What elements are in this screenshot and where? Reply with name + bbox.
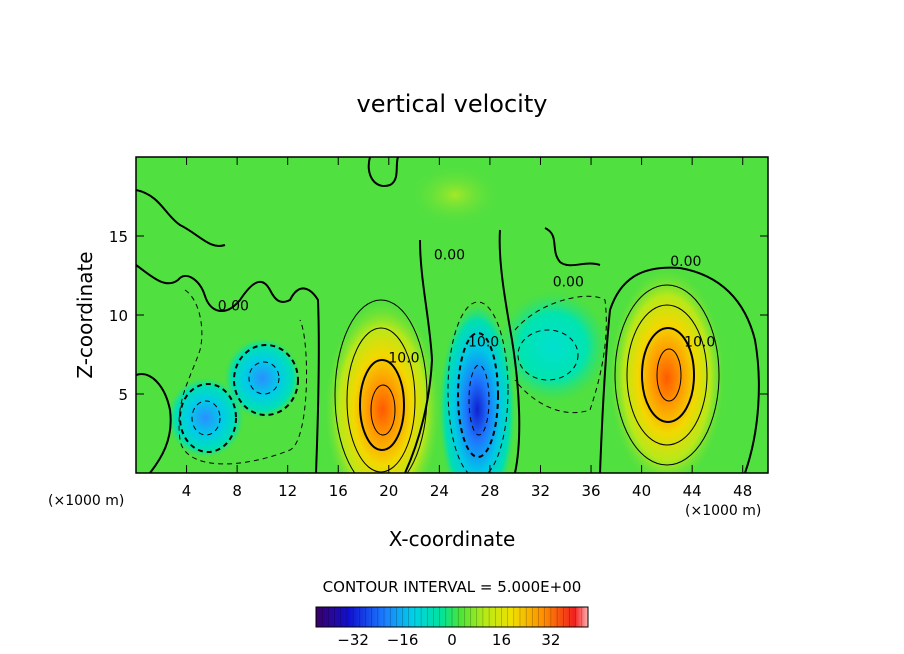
x-tick-label: 20 — [379, 482, 398, 500]
colorbar-tick-label: 16 — [492, 631, 511, 649]
contour-lines — [136, 157, 760, 473]
x-tick-label: 36 — [581, 482, 600, 500]
contour-positive-line — [346, 327, 416, 473]
y-unit-label: (×1000 m) — [48, 493, 124, 509]
contour-negative-line — [514, 295, 607, 414]
x-tick-label: 4 — [182, 482, 192, 500]
x-tick-label: 32 — [531, 482, 550, 500]
colorbar-tick-label: −32 — [337, 631, 369, 649]
chart-title: vertical velocity — [357, 90, 548, 118]
contour-negative-line — [447, 301, 509, 473]
contour-interval-label: CONTOUR INTERVAL = 5.000E+00 — [323, 578, 582, 596]
contour-negative-line — [457, 332, 499, 458]
contour-negative-line — [233, 344, 299, 416]
plot-area: 0.00 0.00 0.00 0.00 10.0 10.0 10.0 — [136, 157, 768, 473]
field-feature-1 — [608, 268, 725, 473]
contour-label: 10.0 — [468, 335, 499, 351]
x-axis-label: X-coordinate — [389, 527, 516, 551]
x-tick-label: 40 — [632, 482, 651, 500]
contour-negative-line — [179, 383, 237, 453]
x-tick-label: 8 — [232, 482, 242, 500]
contour-zero-line — [136, 264, 320, 473]
x-tick-label: 28 — [480, 482, 499, 500]
contour-zero-line — [404, 239, 434, 473]
contour-positive-line — [370, 384, 396, 436]
weak-positive-region — [410, 165, 500, 225]
contour-negative-line — [178, 289, 308, 465]
colorbar-cells — [321, 607, 583, 627]
contour-labels: 0.00 0.00 0.00 0.00 10.0 10.0 10.0 — [218, 248, 716, 367]
contour-negative-line — [248, 361, 280, 395]
field-feature-3 — [224, 338, 301, 419]
colorbar-tick-label: 32 — [541, 631, 560, 649]
y-axis: 5 10 15 — [109, 228, 768, 404]
contour-label: 0.00 — [670, 254, 701, 270]
contour-positive-line — [614, 284, 720, 466]
contour-negative-line — [191, 400, 221, 436]
y-tick-label: 15 — [109, 228, 128, 246]
x-tick-label: 24 — [430, 482, 449, 500]
y-axis-label: Z-coordinate — [73, 251, 97, 378]
colorbar-tick-label: 0 — [447, 631, 457, 649]
contour-label: 0.00 — [553, 275, 584, 291]
y-tick-label: 10 — [109, 307, 128, 325]
contour-label: 10.0 — [388, 350, 419, 366]
x-unit-label: (×1000 m) — [685, 503, 761, 519]
contour-positive-line — [359, 359, 405, 451]
contour-positive-line — [334, 299, 428, 473]
contour-zero-line — [136, 373, 172, 473]
contour-zero-line — [599, 266, 760, 473]
contour-negative-line — [468, 364, 490, 436]
contour-positive-line — [641, 327, 695, 423]
colorbar-ticks: −32 −16 0 16 32 — [337, 631, 560, 649]
contour-label: 0.00 — [434, 248, 465, 264]
contour-positive-line — [626, 304, 708, 446]
field-feature-5 — [498, 291, 609, 402]
contour-label: 10.0 — [684, 335, 715, 351]
colorbar-tick-label: −16 — [387, 631, 419, 649]
contour-zero-line — [367, 157, 399, 187]
x-tick-label: 44 — [683, 482, 702, 500]
x-axis: 4 8 12 16 20 24 28 32 36 40 44 48 — [182, 157, 752, 500]
contour-zero-line — [498, 229, 521, 473]
x-tick-label: 16 — [329, 482, 348, 500]
contour-zero-line — [544, 227, 601, 267]
contour-label: 0.00 — [218, 298, 249, 314]
contour-zero-line — [136, 189, 226, 247]
x-tick-label: 48 — [733, 482, 752, 500]
contour-negative-line — [517, 329, 579, 381]
y-tick-label: 5 — [118, 386, 128, 404]
contour-positive-line — [656, 348, 682, 402]
field-feature-2 — [439, 304, 516, 473]
field-feature-0 — [324, 299, 441, 473]
x-tick-label: 12 — [278, 482, 297, 500]
